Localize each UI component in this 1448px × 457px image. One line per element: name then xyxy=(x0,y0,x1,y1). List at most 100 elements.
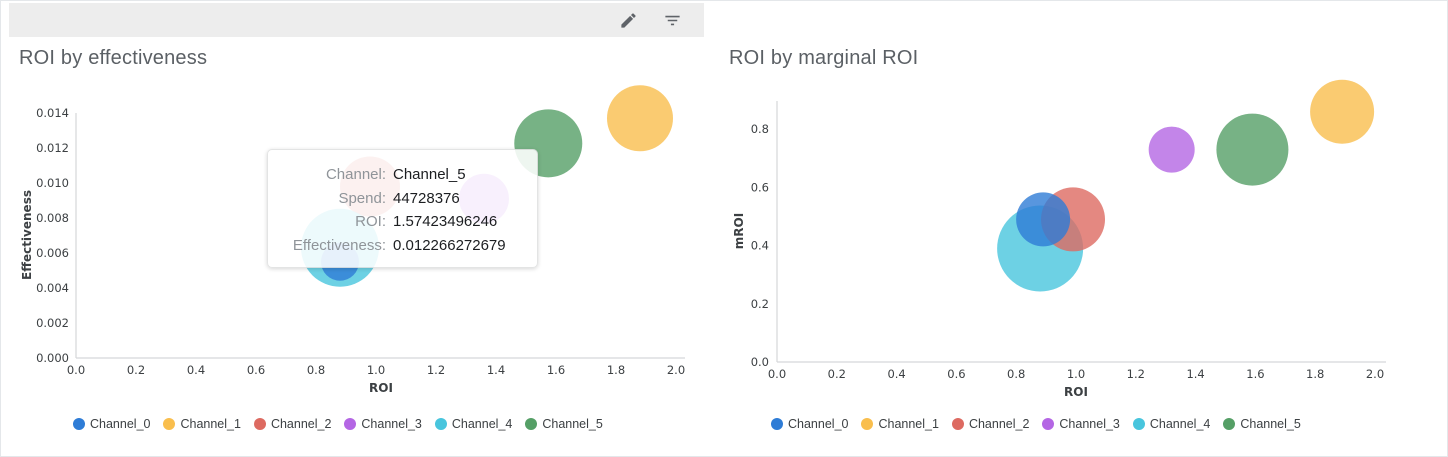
tooltip-row: ROI: 1.57423496246 xyxy=(278,210,521,234)
tooltip-value: 0.012266272679 xyxy=(393,236,506,254)
x-tick-label: 1.0 xyxy=(367,363,385,377)
legend-dot-Channel_0 xyxy=(771,418,783,430)
legend-label: Channel_5 xyxy=(542,417,603,431)
y-tick-label: 0.2 xyxy=(751,297,769,311)
marginal-roi-chart-canvas: 0.0 0.2 0.4 0.6 0.8 1.0 1.2 1.4 1.6 1.8 2.0 0.0 0.2 0… xyxy=(732,79,1386,399)
y-tick-label: 0.008 xyxy=(36,211,69,225)
x-tick-label: 1.4 xyxy=(1186,367,1204,381)
y-axis-title: mROI xyxy=(732,213,746,249)
tooltip-row: Effectiveness: 0.012266272679 xyxy=(278,234,521,258)
legend-dot-Channel_2 xyxy=(253,418,266,430)
x-tick-label: 0.0 xyxy=(768,367,786,381)
legend-label: Channel_0 xyxy=(90,417,151,431)
chart-toolbar xyxy=(9,3,704,37)
y-axis-title: Effectiveness xyxy=(20,190,34,280)
legend-label: Channel_1 xyxy=(878,417,939,431)
legend-dot-Channel_3 xyxy=(1042,418,1055,430)
legend-dot-Channel_0 xyxy=(73,418,85,430)
tooltip-row: Spend: 44728376 xyxy=(278,187,521,211)
tooltip-value: 1.57423496246 xyxy=(393,213,498,230)
tooltip-value: Channel_5 xyxy=(393,166,466,183)
legend-item-Channel_2[interactable]: Channel_2 xyxy=(253,417,332,431)
y-tick-label: 0.010 xyxy=(36,176,69,190)
y-tick-label: 0.6 xyxy=(751,180,769,194)
x-tick-label: 0.4 xyxy=(887,367,905,381)
x-tick-label: 1.8 xyxy=(1306,367,1324,381)
filter-list-icon xyxy=(664,15,680,25)
tooltip-label: Effectiveness: xyxy=(292,236,386,254)
x-tick-label: 0.6 xyxy=(247,363,265,377)
edit-button[interactable] xyxy=(610,5,646,35)
x-tick-label: 0.0 xyxy=(67,363,85,377)
legend-item-Channel_1[interactable]: Channel_1 xyxy=(163,417,241,431)
x-tick-label: 0.8 xyxy=(307,363,325,377)
bubble-Channel_5[interactable] xyxy=(1216,113,1289,186)
y-tick-label: 0.0 xyxy=(751,355,769,369)
legend-item-Channel_0[interactable]: Channel_0 xyxy=(73,417,150,431)
y-tick-label: 0.012 xyxy=(36,141,69,155)
bubble-Channel_1[interactable] xyxy=(1310,79,1375,144)
x-tick-label: 0.8 xyxy=(1007,367,1025,381)
legend-label: Channel_0 xyxy=(788,417,849,431)
legend-label: Channel_3 xyxy=(1059,417,1120,431)
x-tick-label: 0.4 xyxy=(187,363,205,377)
legend-label: Channel_3 xyxy=(361,417,422,431)
legend-label: Channel_2 xyxy=(270,417,332,431)
x-tick-label: 1.8 xyxy=(607,363,625,377)
tooltip-value: 44728376 xyxy=(393,189,460,207)
x-tick-label: 1.2 xyxy=(427,363,445,377)
y-tick-label: 0.002 xyxy=(36,316,69,330)
legend-item-Channel_1[interactable]: Channel_1 xyxy=(861,417,939,431)
x-tick-label: 2.0 xyxy=(1366,367,1384,381)
x-tick-label: 2.0 xyxy=(667,363,685,377)
y-tick-label: 0.004 xyxy=(36,281,69,295)
legend-dot-Channel_2 xyxy=(951,418,964,430)
x-tick-label: 1.6 xyxy=(1246,367,1264,381)
legend-label: Channel_5 xyxy=(1240,417,1301,431)
bubble-Channel_1[interactable] xyxy=(607,85,673,152)
legend-label: Channel_4 xyxy=(451,417,513,431)
legend-dot-Channel_5 xyxy=(1223,418,1236,430)
legend-item-Channel_3[interactable]: Channel_3 xyxy=(344,417,422,431)
x-axis-title: ROI xyxy=(369,381,393,395)
tooltip-label: ROI: xyxy=(355,213,386,230)
legend-marginal-roi-chart: Channel_0 Channel_1 Channel_2 Channel_3 Chan… xyxy=(771,417,1301,431)
legend-dot-Channel_4 xyxy=(1132,418,1145,430)
edit-pencil-icon xyxy=(620,12,636,28)
legend-dot-Channel_4 xyxy=(434,418,447,430)
x-tick-label: 1.4 xyxy=(487,363,505,377)
x-tick-label: 1.6 xyxy=(547,363,565,377)
legend-label: Channel_4 xyxy=(1149,417,1211,431)
legend-item-Channel_0[interactable]: Channel_0 xyxy=(771,417,848,431)
legend-dot-Channel_3 xyxy=(344,418,357,430)
x-tick-label: 0.6 xyxy=(947,367,965,381)
y-tick-label: 0.014 xyxy=(36,106,69,120)
x-tick-label: 0.2 xyxy=(127,363,145,377)
legend-dot-Channel_1 xyxy=(861,418,874,430)
hover-tooltip: Channel: Channel_5 Spend: 44728376 ROI: 1.574… xyxy=(267,149,538,268)
legend-item-Channel_5[interactable]: Channel_5 xyxy=(525,417,603,431)
y-tick-label: 0.000 xyxy=(36,351,69,365)
legend-item-Channel_3[interactable]: Channel_3 xyxy=(1042,417,1120,431)
legend-effectiveness-chart: Channel_0 Channel_1 Channel_2 Channel_3 Chan… xyxy=(73,417,603,431)
legend-label: Channel_2 xyxy=(968,417,1030,431)
legend-item-Channel_5[interactable]: Channel_5 xyxy=(1223,417,1301,431)
legend-item-Channel_2[interactable]: Channel_2 xyxy=(951,417,1030,431)
tooltip-label: Channel: xyxy=(325,166,386,183)
x-tick-label: 1.2 xyxy=(1127,367,1145,381)
legend-item-Channel_4[interactable]: Channel_4 xyxy=(434,417,513,431)
bubble-Channel_0[interactable] xyxy=(1016,192,1071,247)
filter-button[interactable] xyxy=(654,5,690,35)
tooltip-label: Spend: xyxy=(338,189,386,207)
chart-title-roi-by-effectiveness: ROI by effectiveness xyxy=(19,47,208,69)
x-axis-title: ROI xyxy=(1064,385,1088,399)
chart-title-roi-by-marginal-roi: ROI by marginal ROI xyxy=(729,47,919,69)
legend-label: Channel_1 xyxy=(180,417,241,431)
legend-dot-Channel_1 xyxy=(163,418,176,430)
x-tick-label: 1.0 xyxy=(1067,367,1085,381)
y-tick-label: 0.006 xyxy=(36,246,69,260)
bubble-Channel_3[interactable] xyxy=(1148,126,1195,173)
legend-item-Channel_4[interactable]: Channel_4 xyxy=(1132,417,1211,431)
y-tick-label: 0.4 xyxy=(751,239,769,253)
